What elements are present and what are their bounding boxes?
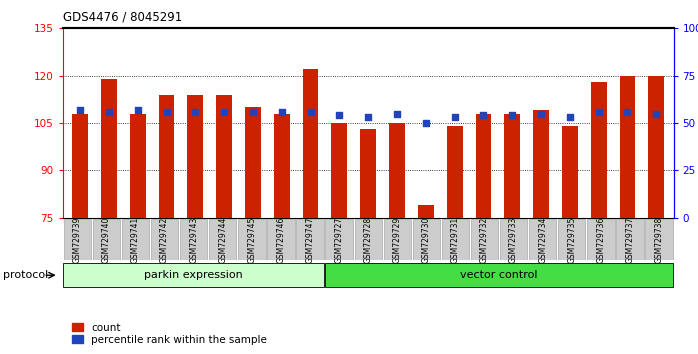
Text: GSM729739: GSM729739: [73, 217, 82, 263]
Point: [507, 113, 518, 118]
Bar: [355, 219, 382, 260]
Text: GSM729737: GSM729737: [625, 217, 634, 263]
Text: GSM729729: GSM729729: [393, 217, 402, 263]
Bar: [267, 219, 295, 260]
Text: GSM729740: GSM729740: [102, 217, 111, 263]
Bar: [360, 129, 376, 218]
Point: [593, 109, 604, 114]
Text: GSM729736: GSM729736: [596, 217, 605, 263]
Bar: [591, 82, 607, 218]
Bar: [245, 107, 261, 218]
Bar: [648, 76, 664, 218]
Bar: [389, 123, 405, 218]
Point: [535, 111, 547, 116]
Bar: [130, 114, 146, 218]
Point: [132, 107, 143, 113]
Bar: [209, 219, 237, 260]
Bar: [72, 114, 88, 218]
Point: [75, 107, 86, 113]
Bar: [303, 69, 318, 218]
Bar: [122, 219, 149, 260]
Point: [651, 111, 662, 116]
Text: GSM729744: GSM729744: [218, 217, 228, 263]
Bar: [505, 114, 520, 218]
Bar: [93, 219, 120, 260]
Bar: [413, 219, 440, 260]
Text: GSM729735: GSM729735: [567, 217, 577, 263]
Bar: [188, 95, 203, 218]
Bar: [151, 219, 178, 260]
Text: vector control: vector control: [460, 270, 538, 280]
Bar: [558, 219, 586, 260]
Text: GSM729743: GSM729743: [189, 217, 198, 263]
Point: [392, 111, 403, 116]
Bar: [158, 95, 174, 218]
Text: GSM729747: GSM729747: [306, 217, 315, 263]
Bar: [587, 219, 614, 260]
Point: [622, 109, 633, 114]
Point: [276, 109, 288, 114]
Point: [103, 109, 114, 114]
Bar: [620, 76, 635, 218]
Text: GSM729731: GSM729731: [451, 217, 460, 263]
Text: GSM729745: GSM729745: [247, 217, 256, 263]
Legend: count, percentile rank within the sample: count, percentile rank within the sample: [68, 318, 271, 349]
Bar: [216, 95, 232, 218]
Bar: [325, 219, 352, 260]
Bar: [533, 110, 549, 218]
Text: GSM729734: GSM729734: [538, 217, 547, 263]
Text: GSM729730: GSM729730: [422, 217, 431, 263]
Text: GSM729742: GSM729742: [160, 217, 169, 263]
Text: GSM729728: GSM729728: [364, 217, 373, 263]
Bar: [238, 219, 265, 260]
Point: [190, 109, 201, 114]
Bar: [180, 219, 207, 260]
Bar: [418, 205, 433, 218]
Bar: [500, 219, 527, 260]
Bar: [101, 79, 117, 218]
Bar: [562, 126, 578, 218]
Text: GSM729733: GSM729733: [509, 217, 518, 263]
Bar: [529, 219, 556, 260]
Text: GSM729741: GSM729741: [131, 217, 140, 263]
Point: [362, 114, 373, 120]
Bar: [475, 114, 491, 218]
Text: GSM729732: GSM729732: [480, 217, 489, 263]
Bar: [64, 219, 91, 260]
Text: GSM729727: GSM729727: [334, 217, 343, 263]
Bar: [447, 126, 463, 218]
Bar: [616, 219, 644, 260]
Point: [247, 109, 258, 114]
Bar: [332, 123, 348, 218]
Bar: [646, 219, 673, 260]
Text: GSM729738: GSM729738: [655, 217, 664, 263]
Text: GSM729746: GSM729746: [276, 217, 285, 263]
Point: [334, 113, 345, 118]
Point: [449, 114, 460, 120]
Bar: [384, 219, 411, 260]
Bar: [442, 219, 469, 260]
Point: [305, 109, 316, 114]
Bar: [471, 219, 498, 260]
Bar: [325, 263, 673, 287]
Text: protocol: protocol: [3, 270, 49, 280]
Point: [161, 109, 172, 114]
Bar: [297, 219, 324, 260]
Point: [218, 109, 230, 114]
Point: [420, 120, 431, 126]
Bar: [64, 263, 324, 287]
Text: parkin expression: parkin expression: [144, 270, 243, 280]
Text: GDS4476 / 8045291: GDS4476 / 8045291: [63, 11, 182, 24]
Bar: [274, 114, 290, 218]
Point: [564, 114, 575, 120]
Point: [478, 113, 489, 118]
